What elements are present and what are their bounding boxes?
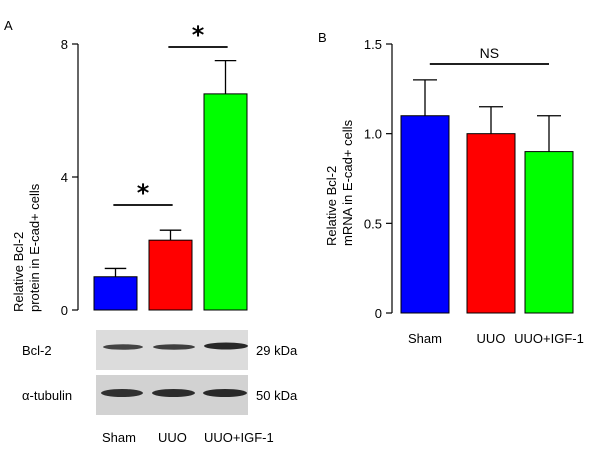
panel-a-plot: 0 4 8 * * xyxy=(61,21,248,318)
bar-uuo xyxy=(466,133,516,314)
panel-a-label: A xyxy=(4,18,13,33)
y-tick-label: 0 xyxy=(375,306,382,321)
blot-size-bcl2: 29 kDa xyxy=(256,343,298,358)
x-tick-label: Sham xyxy=(408,331,442,346)
significance-label: * xyxy=(192,21,205,49)
bar-uuo-igf-1 xyxy=(203,93,248,311)
blot-row-label-bcl2: Bcl-2 xyxy=(22,343,52,358)
bar-uuo xyxy=(148,239,193,311)
panel-b-ylabel-line2: mRNA in E-cad+ cells xyxy=(340,119,355,246)
panel-b-ylabel-line1: Relative Bcl-2 xyxy=(324,166,339,246)
panel-b-plot: 0 0.5 1.0 1.5 Sham UUO UUO+IGF-1 NS xyxy=(364,37,584,346)
bar-uuo-igf-1 xyxy=(524,151,574,314)
y-tick-label: 4 xyxy=(61,170,68,185)
blot-band xyxy=(153,344,195,350)
blot-lane-label-sham: Sham xyxy=(102,430,136,445)
blot-row-label-tubulin: α-tubulin xyxy=(22,388,72,403)
panel-a-ylabel-line1: Relative Bcl-2 xyxy=(11,232,26,312)
blot-band xyxy=(101,389,143,397)
blot-band xyxy=(152,389,195,397)
bar-sham xyxy=(93,276,138,311)
blot-band xyxy=(103,344,143,350)
y-tick-label: 0.5 xyxy=(364,216,382,231)
significance-label: NS xyxy=(480,45,499,61)
blot-strip-bcl2 xyxy=(96,330,248,370)
blot-size-tubulin: 50 kDa xyxy=(256,388,298,403)
panel-a-ylabel-line2: protein in E-cad+ cells xyxy=(27,183,42,312)
y-tick-label: 8 xyxy=(61,37,68,52)
significance-label: * xyxy=(137,179,150,207)
blot-lane-label-uuo: UUO xyxy=(158,430,187,445)
y-tick-label: 0 xyxy=(61,303,68,318)
western-blot: Bcl-2 α-tubulin 29 kDa 50 kDa Sham UUO U… xyxy=(22,330,298,445)
panel-a-ylabel: Relative Bcl-2 protein in E-cad+ cells xyxy=(11,183,42,312)
x-tick-label: UUO+IGF-1 xyxy=(514,331,584,346)
blot-lane-label-uuo-igf1: UUO+IGF-1 xyxy=(204,430,274,445)
x-tick-label: UUO xyxy=(477,331,506,346)
blot-band xyxy=(203,389,247,397)
panel-b-label: B xyxy=(318,30,327,45)
y-tick-label: 1.0 xyxy=(364,127,382,142)
bar-sham xyxy=(400,115,450,314)
blot-band xyxy=(204,342,248,350)
y-tick-label: 1.5 xyxy=(364,37,382,52)
panel-b-ylabel: Relative Bcl-2 mRNA in E-cad+ cells xyxy=(324,119,355,246)
